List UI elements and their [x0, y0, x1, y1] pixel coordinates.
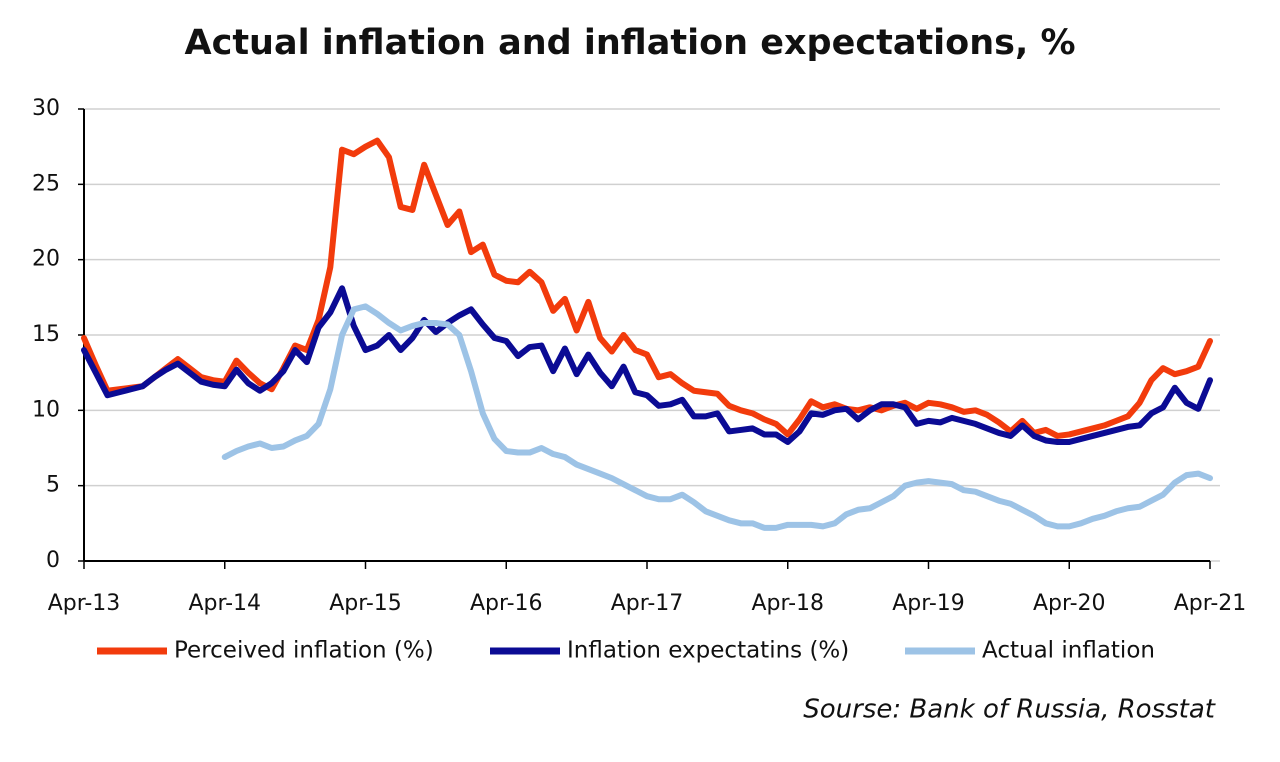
y-tick-label: 10 — [32, 397, 60, 422]
x-tick-label: Apr-14 — [188, 591, 261, 616]
x-tick-label: Apr-21 — [1174, 591, 1247, 616]
y-tick-label: 15 — [32, 322, 60, 347]
legend-label: Actual inflation — [982, 638, 1155, 664]
x-tick-label: Apr-19 — [892, 591, 965, 616]
y-tick-label: 5 — [46, 473, 60, 498]
legend-label: Perceived inflation (%) — [174, 638, 434, 664]
series-line — [81, 137, 1213, 439]
series-line — [221, 303, 1213, 531]
x-tick-label: Apr-20 — [1033, 591, 1106, 616]
y-tick-label: 20 — [32, 247, 60, 272]
x-tick-label: Apr-16 — [470, 591, 543, 616]
x-tick-label: Apr-17 — [611, 591, 684, 616]
x-tick-label: Apr-13 — [48, 591, 121, 616]
y-tick-label: 0 — [46, 548, 60, 573]
chart-title: Actual inflation and inflation expectati… — [184, 23, 1075, 63]
source-note: Sourse: Bank of Russia, Rosstat — [803, 695, 1216, 725]
x-tick-label: Apr-15 — [329, 591, 402, 616]
series-line — [81, 285, 1213, 445]
x-tick-label: Apr-18 — [751, 591, 824, 616]
y-tick-label: 25 — [32, 171, 60, 196]
y-tick-label: 30 — [32, 96, 60, 121]
legend-label: Inflation expectatins (%) — [567, 638, 849, 664]
